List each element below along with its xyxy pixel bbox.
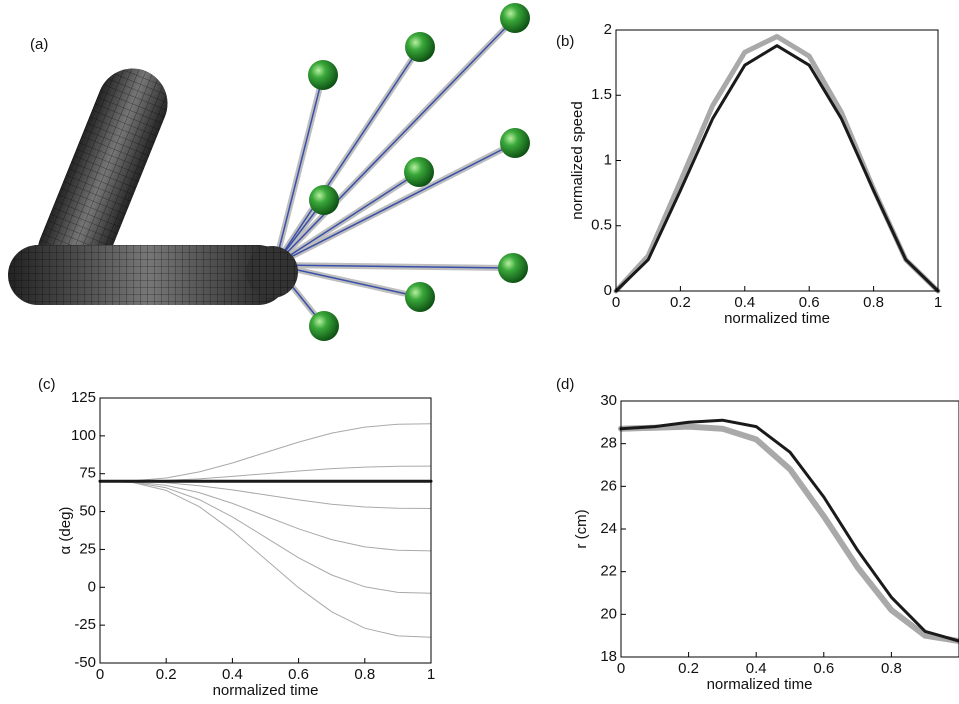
axes-box [620, 400, 959, 658]
y-tick-label: 0 [604, 282, 612, 299]
x-tick-label: 0 [612, 294, 620, 311]
y-tick-label: 20 [600, 605, 617, 622]
x-tick-label: 0.4 [222, 666, 243, 683]
x-axis-label: normalized time [724, 310, 830, 327]
y-tick-label: 50 [79, 503, 96, 520]
data-line [618, 423, 959, 644]
panel-label: (b) [556, 33, 574, 50]
y-tick-label: 28 [600, 435, 617, 452]
y-tick-label: 1.5 [591, 86, 612, 103]
x-tick-label: 0.8 [354, 666, 375, 683]
y-tick-label: 125 [71, 389, 96, 406]
x-tick-label: 0.6 [799, 294, 820, 311]
y-tick-label: -25 [74, 616, 96, 633]
y-tick-label: 1 [604, 151, 612, 168]
y-tick-label: 2 [604, 21, 612, 38]
x-tick-label: 0.2 [670, 294, 691, 311]
x-tick-label: 1 [934, 294, 942, 311]
x-axis-label: normalized time [707, 676, 813, 693]
y-tick-label: 22 [600, 563, 617, 580]
arm-illustration [8, 3, 530, 341]
y-tick-label: 100 [71, 427, 96, 444]
y-tick-label: 0.5 [591, 217, 612, 234]
x-tick-label: 1 [427, 666, 435, 683]
axes-box [615, 29, 939, 292]
x-axis-label: normalized time [213, 682, 319, 699]
y-axis-label: α (deg) [57, 507, 74, 555]
x-tick-label: 0.6 [288, 666, 309, 683]
y-tick-label: 26 [600, 477, 617, 494]
x-tick-label: 0.8 [863, 294, 884, 311]
y-axis-label: normalized speed [569, 101, 586, 219]
y-tick-label: -50 [74, 654, 96, 671]
panel-label: (c) [38, 376, 56, 393]
x-tick-label: 0 [617, 660, 625, 677]
panel-label: (d) [556, 376, 574, 393]
x-tick-label: 0.2 [678, 660, 699, 677]
data-line [99, 423, 432, 482]
data-line [613, 34, 941, 294]
x-tick-label: 0.4 [734, 294, 755, 311]
data-line [619, 418, 959, 643]
axes-box [99, 397, 432, 664]
data-line [99, 480, 432, 552]
y-tick-label: 30 [600, 392, 617, 409]
x-tick-label: 0.6 [813, 660, 834, 677]
data-line [99, 480, 432, 638]
y-tick-label: 75 [79, 465, 96, 482]
x-tick-label: 0 [96, 666, 104, 683]
y-tick-label: 18 [600, 648, 617, 665]
y-axis-label: r (cm) [573, 509, 590, 548]
y-tick-label: 25 [79, 540, 96, 557]
x-tick-label: 0.8 [881, 660, 902, 677]
y-tick-label: 24 [600, 520, 617, 537]
panel-label: (a) [30, 36, 48, 53]
y-tick-label: 0 [88, 578, 96, 595]
x-tick-label: 0.2 [156, 666, 177, 683]
x-tick-label: 0.4 [746, 660, 767, 677]
data-line [99, 480, 432, 594]
data-line [614, 44, 940, 293]
